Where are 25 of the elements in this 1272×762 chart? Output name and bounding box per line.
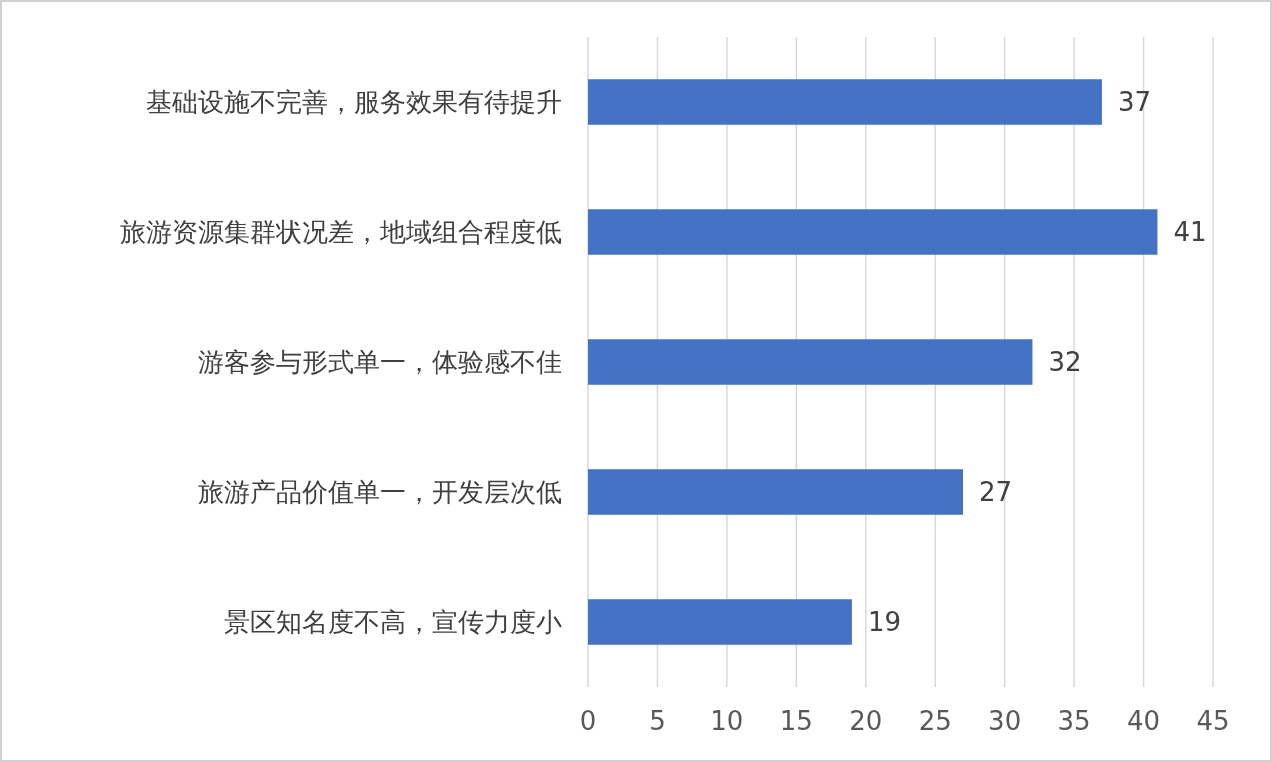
data-label: 32 (1048, 347, 1082, 377)
x-tick-label: 15 (779, 706, 813, 736)
bar (588, 599, 852, 645)
x-tick-label: 5 (649, 706, 666, 736)
y-tick-label: 旅游产品价值单一，开发层次低 (198, 477, 562, 507)
bar (588, 339, 1033, 385)
data-label: 19 (867, 607, 901, 637)
y-tick-label: 基础设施不完善，服务效果有待提升 (146, 87, 562, 117)
y-tick-label: 旅游资源集群状况差，地域组合程度低 (120, 217, 562, 247)
x-tick-label: 20 (849, 706, 883, 736)
x-tick-label: 10 (710, 706, 744, 736)
x-tick-label: 0 (579, 706, 597, 736)
data-label: 27 (979, 477, 1013, 507)
bar (588, 79, 1102, 125)
x-tick-label: 35 (1057, 706, 1091, 736)
x-tick-label: 40 (1127, 706, 1161, 736)
data-label: 41 (1173, 217, 1207, 247)
y-tick-label: 景区知名度不高，宣传力度小 (224, 607, 562, 637)
bar (588, 469, 963, 515)
x-tick-label: 45 (1196, 706, 1230, 736)
y-tick-label: 游客参与形式单一，体验感不佳 (198, 347, 562, 377)
x-tick-label: 30 (988, 706, 1022, 736)
x-tick-label: 25 (918, 706, 952, 736)
bar (588, 209, 1158, 255)
data-label: 37 (1117, 87, 1151, 117)
